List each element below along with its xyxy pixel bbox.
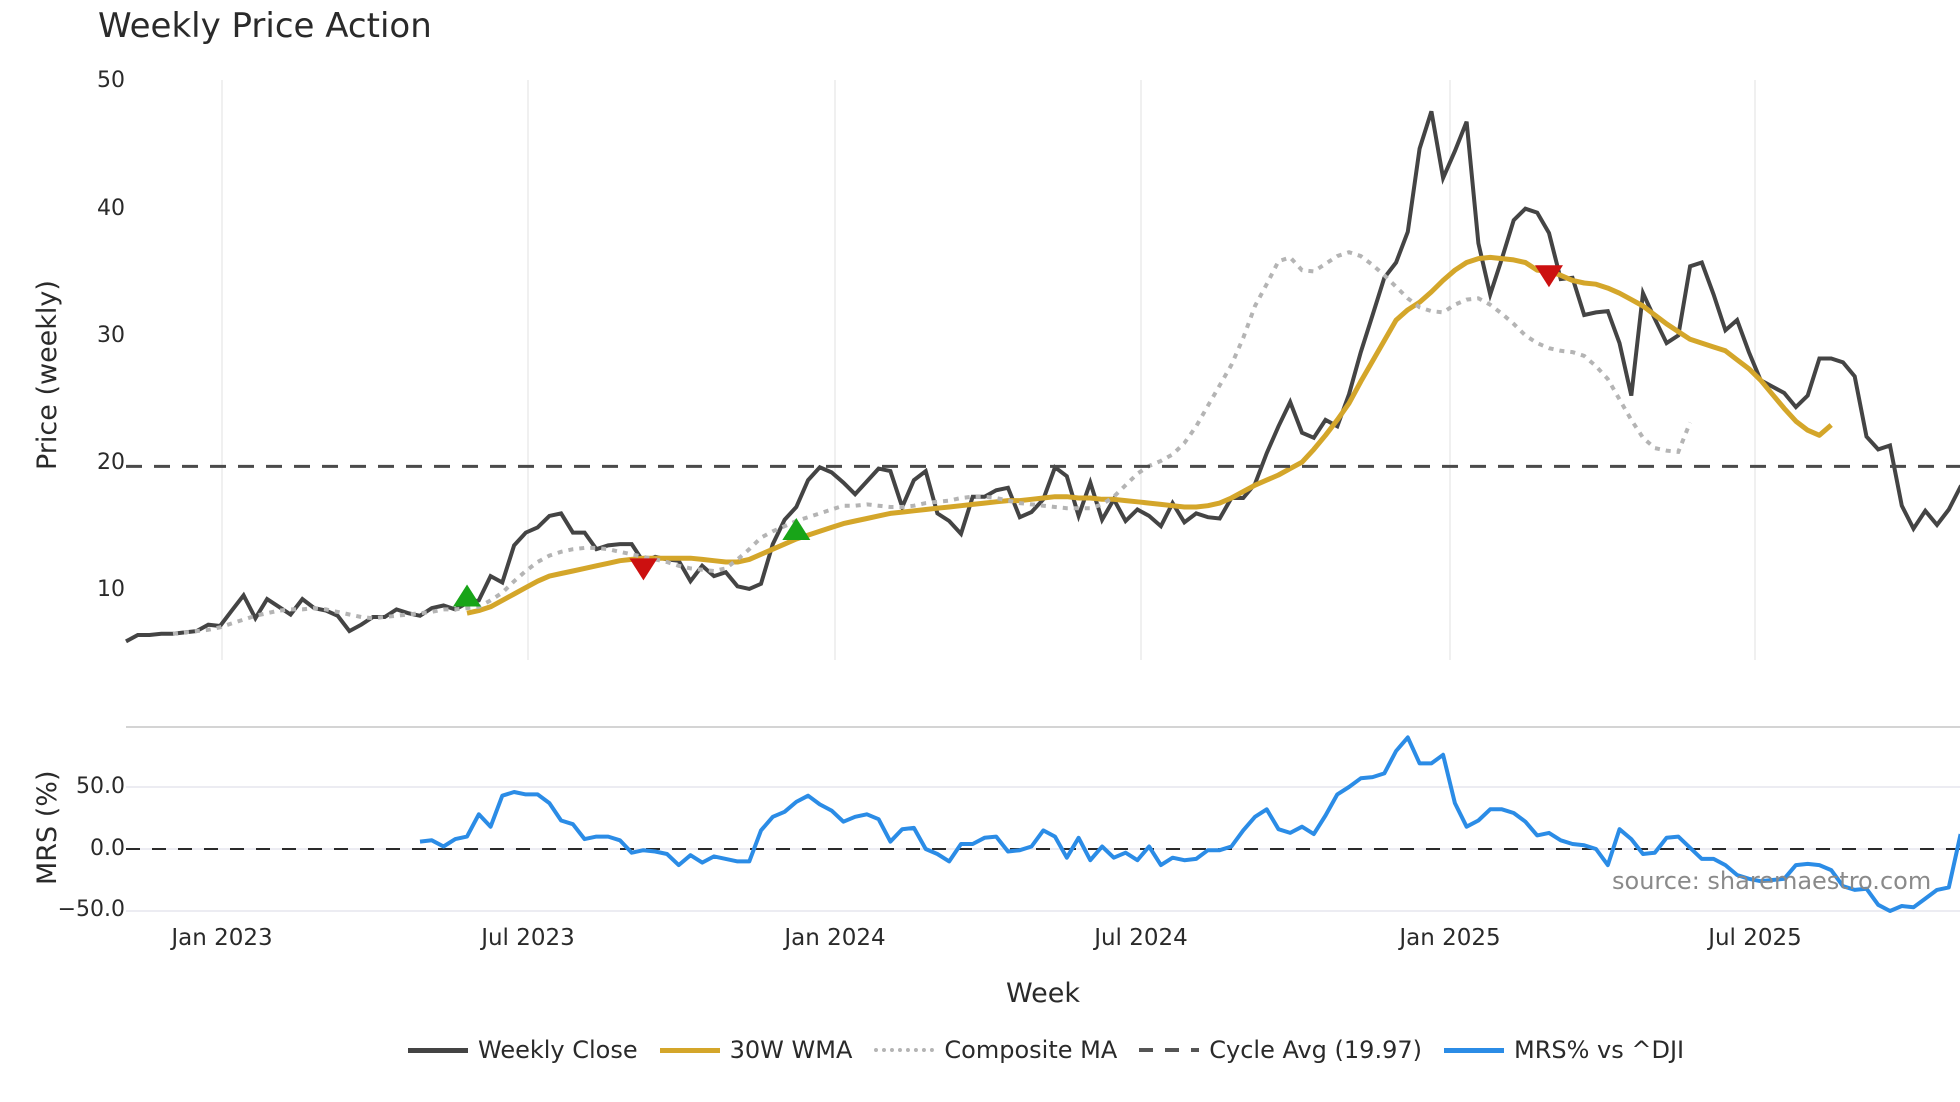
legend-label: MRS% vs ^DJI xyxy=(1513,1036,1685,1064)
legend-swatch-dotted-icon xyxy=(874,1048,935,1052)
mrs-tick-0: 0.0 xyxy=(90,836,125,861)
x-tick-jan-2023: Jan 2023 xyxy=(171,925,273,951)
legend-swatch-solid-icon xyxy=(659,1047,720,1053)
x-axis-label: Week xyxy=(1006,978,1080,1009)
legend-item-mrs[interactable]: MRS% vs ^DJI xyxy=(1443,1036,1685,1064)
legend-label: 30W WMA xyxy=(729,1036,853,1064)
mrs-tick-50: 50.0 xyxy=(76,774,125,799)
price-tick-10: 10 xyxy=(97,577,125,602)
legend-item-cycle-avg[interactable]: Cycle Avg (19.97) xyxy=(1139,1036,1422,1064)
mrs-panel xyxy=(126,735,1960,913)
legend-label: Weekly Close xyxy=(478,1036,638,1064)
chart-title: Weekly Price Action xyxy=(98,6,432,46)
legend-swatch-dashed-icon xyxy=(1139,1048,1200,1052)
legend-item-30w-wma[interactable]: 30W WMA xyxy=(659,1036,853,1064)
legend-label: Composite MA xyxy=(944,1036,1118,1064)
legend-swatch-solid-icon xyxy=(1443,1047,1504,1053)
price-y-axis-label: Price (weekly) xyxy=(32,280,63,470)
x-tick-jan-2024: Jan 2024 xyxy=(784,925,886,951)
x-tick-jul-2023: Jul 2023 xyxy=(481,925,575,951)
mrs-tick-minus50: −50.0 xyxy=(57,897,125,922)
x-tick-jul-2024: Jul 2024 xyxy=(1094,925,1188,951)
x-tick-jul-2025: Jul 2025 xyxy=(1708,925,1802,951)
signal-markers xyxy=(453,265,1563,607)
x-tick-jan-2025: Jan 2025 xyxy=(1399,925,1501,951)
price-tick-30: 30 xyxy=(97,323,125,348)
legend-swatch-solid-icon xyxy=(408,1047,468,1053)
price-tick-50: 50 xyxy=(97,68,125,93)
price-tick-20: 20 xyxy=(97,450,125,475)
legend-label: Cycle Avg (19.97) xyxy=(1209,1036,1422,1064)
source-annotation: source: sharemaestro.com xyxy=(1612,867,1932,895)
legend-item-weekly-close[interactable]: Weekly Close xyxy=(408,1036,638,1064)
price-tick-40: 40 xyxy=(97,196,125,221)
price-panel xyxy=(125,110,1960,644)
legend-item-composite-ma[interactable]: Composite MA xyxy=(874,1036,1117,1064)
legend: Weekly Close 30W WMA Composite MA Cycle … xyxy=(408,1036,1706,1064)
